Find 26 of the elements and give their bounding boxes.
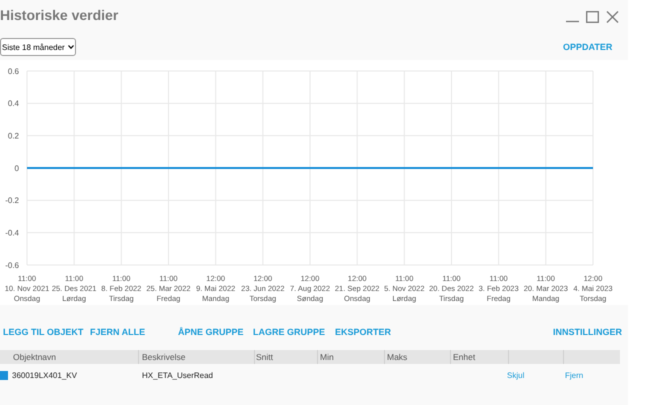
text: LEGG TIL OBJEKT bbox=[3, 327, 84, 337]
text: Min bbox=[320, 352, 334, 362]
y-tick-label: 0.4 bbox=[8, 99, 20, 108]
text: Skjul bbox=[507, 371, 524, 380]
text: EKSPORTER bbox=[335, 327, 392, 337]
text: Snitt bbox=[256, 352, 274, 362]
text: Maks bbox=[387, 352, 408, 362]
text: LAGRE GRUPPE bbox=[253, 327, 326, 337]
text: Objektnavn bbox=[13, 352, 56, 362]
text: Siste 18 måneder bbox=[2, 42, 65, 52]
chart-title: Historiske verdier bbox=[0, 7, 118, 23]
legend-label: 360019LX401_KV bbox=[12, 371, 77, 380]
text: OPPDATER bbox=[563, 42, 612, 52]
text: Fjern bbox=[565, 371, 584, 380]
text: FJERN ALLE bbox=[90, 327, 146, 337]
y-tick-label: -0.2 bbox=[5, 196, 20, 206]
text: ÅPNE GRUPPE bbox=[178, 327, 244, 337]
text: Enhet bbox=[453, 352, 476, 362]
y-tick-label: -0.4 bbox=[5, 228, 20, 238]
text: INNSTILLINGER bbox=[553, 327, 622, 337]
y-tick-label: -0.6 bbox=[5, 260, 20, 270]
text: HX_ETA_UserRead bbox=[142, 371, 213, 380]
y-tick-label: 0.6 bbox=[8, 66, 20, 76]
y-tick-label: 0 bbox=[14, 164, 20, 173]
y-tick-label: 0.2 bbox=[8, 132, 20, 141]
text: Beskrivelse bbox=[142, 352, 186, 362]
